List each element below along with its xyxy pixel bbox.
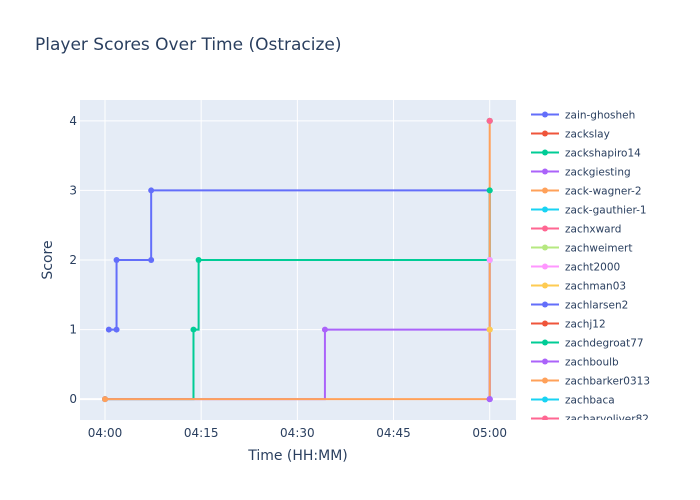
legend-item[interactable]: zackshapiro14: [531, 148, 641, 160]
series-zacht2000: [486, 257, 493, 263]
legend-label: zachbarker0313: [565, 376, 650, 388]
y-tick-label: 2: [69, 253, 77, 267]
legend-label: zacharyoliver82: [565, 414, 649, 426]
x-tick-label: 04:00: [88, 426, 123, 440]
data-point: [486, 187, 493, 194]
legend-swatch-marker: [542, 282, 548, 289]
legend-item[interactable]: zachj12: [531, 319, 606, 331]
legend-swatch-marker: [542, 320, 548, 327]
x-tick-label: 04:30: [280, 426, 315, 440]
legend-swatch-marker: [542, 263, 548, 270]
legend-label: zachboulb: [565, 357, 619, 369]
legend-label: zachxward: [565, 224, 621, 236]
legend-swatch-marker: [542, 377, 548, 384]
legend-swatch-marker: [542, 339, 548, 346]
x-axis-title: Time (HH:MM): [247, 448, 348, 464]
series-zachdegroat77: [486, 187, 493, 194]
y-axis-title: Score: [40, 240, 56, 279]
data-point: [190, 326, 197, 333]
legend-label: zachbaca: [565, 395, 615, 407]
legend-item[interactable]: zachbarker0313: [531, 376, 650, 388]
legend-label: zacht2000: [565, 262, 620, 274]
legend-item[interactable]: zachdegroat77: [531, 338, 644, 350]
legend-item[interactable]: zain-ghosheh: [531, 110, 635, 122]
legend-label: zachdegroat77: [565, 338, 644, 350]
legend-item[interactable]: zack-gauthier-1: [531, 205, 647, 217]
data-point: [486, 117, 493, 124]
chart-title: Player Scores Over Time (Ostracize): [35, 35, 342, 55]
legend-swatch-marker: [542, 168, 548, 175]
y-tick-label: 4: [69, 114, 77, 128]
series-zacharyoliver82: [486, 117, 493, 124]
legend-item[interactable]: zachweimert: [531, 243, 632, 255]
data-point: [148, 257, 155, 263]
data-point: [102, 396, 109, 403]
series-zachman03: [486, 326, 493, 333]
y-axis-ticks: 0 1 2 3 4: [69, 114, 77, 406]
legend-swatch-marker: [542, 111, 548, 118]
data-point: [195, 257, 202, 263]
legend-label: zackshapiro14: [565, 148, 641, 160]
legend-swatch-marker: [542, 206, 548, 213]
x-axis-ticks: 04:00 04:15 04:30 04:45 05:00: [88, 426, 507, 440]
legend-swatch-marker: [542, 225, 548, 232]
x-tick-label: 05:00: [472, 426, 507, 440]
x-tick-label: 04:15: [184, 426, 219, 440]
data-point: [486, 326, 493, 333]
data-point: [105, 326, 112, 333]
legend-item[interactable]: zachboulb: [531, 357, 619, 369]
data-point: [148, 187, 155, 194]
legend-item[interactable]: zack-wagner-2: [531, 186, 642, 198]
legend-item[interactable]: zachman03: [531, 281, 626, 293]
legend-swatch-marker: [542, 187, 548, 194]
legend-swatch-marker: [542, 396, 548, 403]
data-point: [113, 326, 120, 333]
legend-item[interactable]: zacht2000: [531, 262, 620, 274]
x-tick-label: 04:45: [376, 426, 411, 440]
legend-label: zachlarsen2: [565, 300, 628, 312]
legend-label: zack-gauthier-1: [565, 205, 647, 217]
legend-label: zachman03: [565, 281, 626, 293]
legend-swatch-marker: [542, 149, 548, 156]
legend-item[interactable]: zackslay: [531, 129, 610, 141]
data-point: [321, 326, 328, 333]
legend-label: zackslay: [565, 129, 610, 141]
legend-label: zackgiesting: [565, 167, 631, 179]
series-zachboulb: [486, 396, 493, 403]
y-tick-label: 0: [69, 392, 77, 406]
legend-item[interactable]: zackgiesting: [531, 167, 631, 179]
legend-swatch-marker: [542, 130, 548, 137]
legend-item[interactable]: zachxward: [531, 224, 621, 236]
legend-swatch-marker: [542, 244, 548, 251]
legend-item[interactable]: zacharyoliver82: [531, 414, 649, 426]
legend[interactable]: zain-ghosheh zackslay zackshapiro14 zackgie…: [531, 110, 650, 426]
data-point: [486, 396, 493, 403]
data-point: [486, 257, 493, 263]
y-tick-label: 3: [69, 183, 77, 197]
legend-item[interactable]: zachbaca: [531, 395, 615, 407]
legend-swatch-marker: [542, 301, 548, 308]
legend-label: zain-ghosheh: [565, 110, 635, 122]
y-tick-label: 1: [69, 323, 77, 337]
series-group: [102, 117, 493, 403]
legend-label: zachweimert: [565, 243, 632, 255]
legend-swatch-marker: [542, 415, 548, 420]
legend-label: zack-wagner-2: [565, 186, 642, 198]
legend-item[interactable]: zachlarsen2: [531, 300, 628, 312]
legend-swatch-marker: [542, 358, 548, 365]
legend-label: zachj12: [565, 319, 606, 331]
data-point: [113, 257, 120, 263]
